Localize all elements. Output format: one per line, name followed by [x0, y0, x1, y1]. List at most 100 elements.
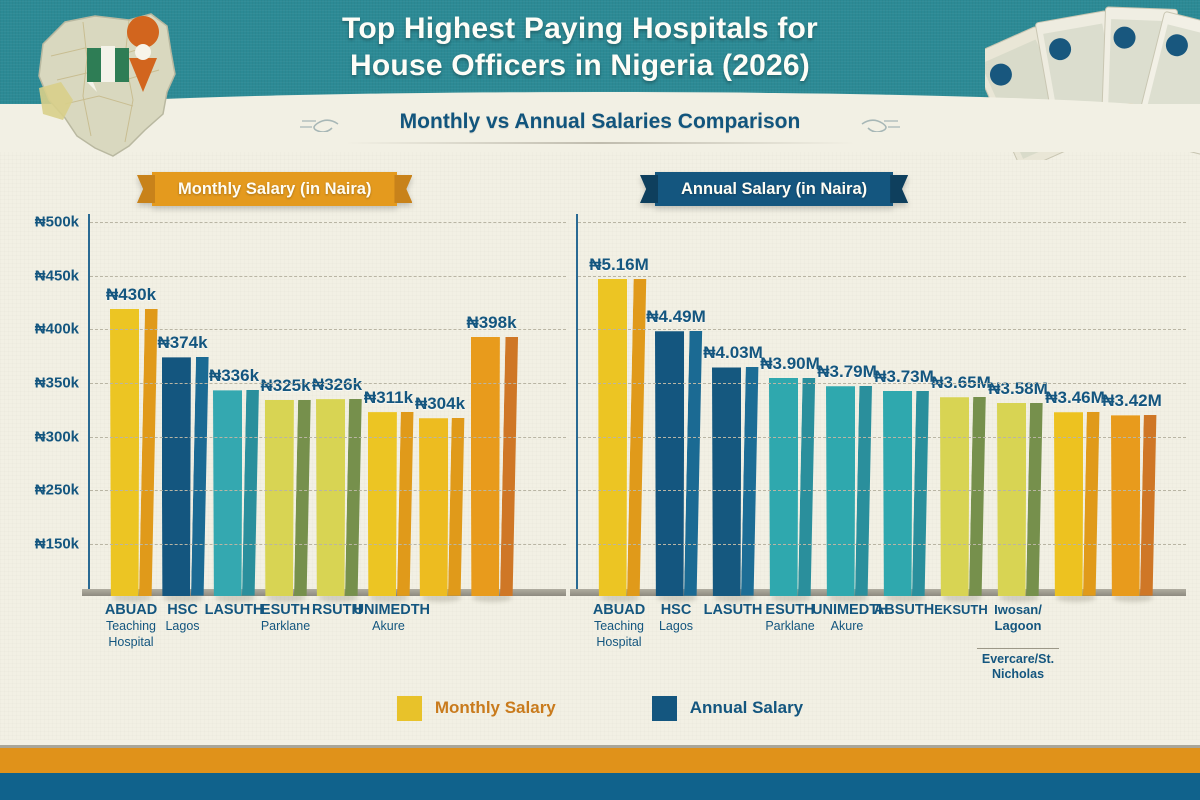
bar: ₦311k [364, 388, 413, 602]
bar-value-label: ₦430k [105, 284, 157, 304]
y-axis-tick: ₦450k [34, 267, 79, 285]
x-label-main: RSUTH [312, 602, 362, 618]
x-label-sub: Evercare/St. [981, 652, 1055, 666]
grid-line [578, 383, 1186, 384]
y-axis-tick: ₦500k [34, 213, 79, 231]
x-label-sub: Hospital [108, 635, 154, 649]
bar-shadow [214, 593, 255, 602]
bar-side [1026, 403, 1043, 596]
x-axis-label: UNIMEDTH Akure [354, 602, 431, 634]
x-label-sub: Lagos [658, 619, 694, 633]
bar-shadow [941, 593, 982, 602]
x-axis-label: ABSUTH [869, 602, 939, 618]
bar-value-label: ₦3.79M [817, 362, 877, 382]
x-label-main: HSC [660, 602, 692, 618]
bar-face [367, 412, 397, 596]
bar-value-label: ₦3.42M [1102, 391, 1162, 411]
grid-line [90, 436, 566, 438]
x-axis-label: LASUTH [199, 602, 269, 618]
x-label-main: ESUTH [260, 602, 311, 618]
x-label-main: LASUTH [703, 602, 763, 618]
legend-item[interactable]: Annual Salary [651, 695, 803, 721]
subtitle-band: Monthly vs Annual Salaries Comparison [0, 92, 1200, 152]
bar-side [191, 357, 209, 596]
bar: ₦3.90M [760, 354, 820, 602]
bar-value-label: ₦311k [363, 388, 414, 408]
grid-line [90, 383, 566, 384]
bar-shadow [420, 593, 461, 602]
bar-side [294, 400, 311, 596]
y-axis-tick: ₦350k [34, 374, 79, 392]
bar-shadow [770, 593, 811, 602]
x-axis-label: LASUTH [698, 602, 768, 618]
x-axis-label: EKSUTH [926, 602, 996, 618]
bar-side [969, 397, 986, 596]
subtitle-divider [345, 142, 855, 144]
bar-side [397, 412, 413, 596]
x-axis-label: HSC Lagos [641, 602, 711, 634]
bar-shadow [1055, 593, 1096, 602]
bar: ₦336k [209, 366, 255, 602]
monthly-salary-chart: ₦430k ₦374k ₦336k ₦325k ₦326k ₦311k ₦304k ₦398k… [35, 214, 566, 674]
legend-item[interactable]: Monthly Salary [396, 695, 556, 721]
bar-side [1140, 415, 1156, 596]
location-pin-icon [127, 15, 160, 92]
grid-line [90, 222, 566, 223]
bar-face [655, 331, 685, 596]
grid-line [90, 544, 566, 545]
x-label-sub: Nicholas [991, 667, 1045, 681]
chart-area: Monthly Salary (in Naira) Annual Salary … [0, 152, 1200, 740]
bar-value-label: ₦3.58M [988, 378, 1048, 398]
bar-value-label: ₦3.46M [1045, 388, 1105, 408]
title-line-2: House Officers in Nigeria (2026) [350, 49, 810, 82]
bar: ₦4.49M [646, 307, 706, 602]
bar-side [684, 331, 702, 596]
x-axis-label: ABUAD Teaching Hospital [96, 602, 166, 650]
bar-shadow [472, 593, 513, 602]
monthly-x-labels: ABUAD Teaching Hospital HSC Lagos LASUTH ESUTH… [88, 596, 566, 674]
y-axis-tick: ₦150k [34, 535, 79, 553]
grid-line [90, 329, 566, 331]
bar-face [1111, 415, 1141, 596]
bar-face [769, 377, 799, 596]
bar-side [448, 418, 464, 596]
monthly-banner-label: Monthly Salary (in Naira) [178, 179, 372, 198]
y-axis-tick: ₦400k [34, 320, 79, 338]
bar-side [345, 399, 362, 596]
x-label-sub: Hospital [596, 635, 642, 649]
bar-face [316, 399, 346, 596]
bar-shadow [111, 593, 152, 602]
bar-side [1083, 412, 1099, 596]
x-label-divider [977, 648, 1059, 649]
bar-value-label: ₦3.90M [760, 353, 820, 373]
x-axis-label: ABUAD Teaching Hospital [584, 602, 654, 650]
bar-shadow [656, 593, 697, 602]
bar-value-label: ₦304k [414, 394, 466, 414]
x-label-main: EKSUTH [934, 602, 988, 617]
annual-panel-banner: Annual Salary (in Naira) [655, 172, 894, 206]
bar-shadow [163, 593, 204, 602]
bar-face [470, 336, 500, 596]
bar-shadow [827, 593, 868, 602]
bar: ₦374k [157, 333, 204, 602]
bar: ₦430k [106, 285, 152, 602]
bar: ₦4.03M [703, 343, 763, 602]
bar-face [110, 308, 140, 596]
bar-value-label: ₦4.49M [646, 307, 706, 327]
bar-face [940, 397, 970, 596]
bar: ₦326k [312, 375, 358, 602]
bar: ₦398k [466, 313, 513, 602]
bar-face [883, 391, 913, 596]
legend-label: Monthly Salary [434, 698, 556, 717]
chart-legend: Monthly Salary Annual Salary [0, 688, 1200, 728]
x-axis-label: RSUTH [302, 602, 372, 618]
legend-swatch [651, 695, 677, 721]
y-axis-tick: ₦300k [34, 428, 79, 446]
x-label-sub: Parklane [260, 619, 311, 633]
monthly-bars-group: ₦430k ₦374k ₦336k ₦325k ₦326k ₦311k ₦304k ₦398k [88, 214, 566, 602]
grid-line [578, 222, 1186, 223]
x-axis-label: Iwosan/Lagoon [983, 602, 1053, 634]
bar-value-label: ₦398k [466, 312, 517, 332]
x-axis-label: UNIMEDTH Akure [812, 602, 889, 634]
chart-baseline [570, 589, 1186, 596]
